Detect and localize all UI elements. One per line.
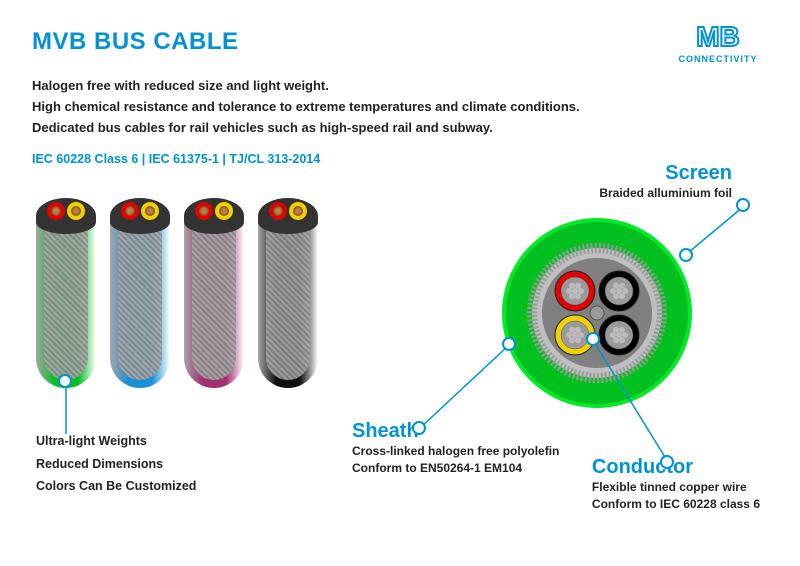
label-sheath-sub1: Cross-linked halogen free polyolefin	[352, 443, 559, 460]
leader-dot-icon	[586, 332, 600, 346]
features-list: Ultra-light Weights Reduced Dimensions C…	[36, 430, 196, 498]
logo-bottom-text: CONNECTIVITY	[678, 54, 757, 64]
leader-dot-icon	[736, 198, 750, 212]
label-screen: Screen Braided alluminium foil	[599, 162, 732, 202]
label-conductor-sub2: Conform to IEC 60228 class 6	[592, 496, 760, 513]
label-screen-title: Screen	[599, 162, 732, 185]
cable-variant	[110, 198, 170, 388]
cable-variant	[184, 198, 244, 388]
logo-top-text: MB	[696, 21, 740, 52]
description-line-3: Dedicated bus cables for rail vehicles s…	[32, 118, 768, 139]
brand-logo: MB CONNECTIVITY	[668, 22, 768, 75]
cable-variants	[36, 198, 318, 388]
feature-3: Colors Can Be Customized	[36, 475, 196, 498]
leader-dot-icon	[412, 421, 426, 435]
cable-variant	[258, 198, 318, 388]
leader-dot-icon	[660, 455, 674, 469]
leader-dot-icon	[502, 337, 516, 351]
feature-1: Ultra-light Weights	[36, 430, 196, 453]
page-title: MVB BUS CABLE	[32, 28, 768, 56]
label-conductor-sub1: Flexible tinned copper wire	[592, 479, 760, 496]
description-line-1: Halogen free with reduced size and light…	[32, 76, 768, 97]
leader-dot-icon	[679, 248, 693, 262]
cable-variant	[36, 198, 96, 388]
label-screen-sub: Braided alluminium foil	[599, 185, 732, 202]
leader-dot-icon	[58, 374, 72, 388]
label-sheath-sub2: Conform to EN50264-1 EM104	[352, 460, 559, 477]
description-line-2: High chemical resistance and tolerance t…	[32, 97, 768, 118]
feature-2: Reduced Dimensions	[36, 453, 196, 476]
label-conductor: Conductor Flexible tinned copper wire Co…	[592, 456, 760, 514]
